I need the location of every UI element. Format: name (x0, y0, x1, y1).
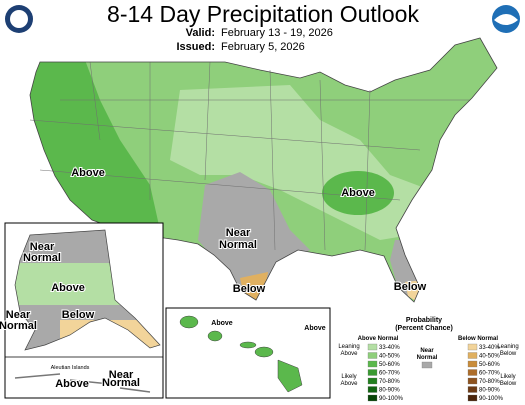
legend-column-title: Above Normal (358, 336, 399, 342)
legend: Probability(Percent Chance) Above Normal 3… (338, 317, 518, 402)
map-label: Near Normal (102, 369, 140, 389)
legend-range: 40-50% (479, 354, 500, 360)
legend-leaning: Leaning Above (338, 344, 359, 357)
title: 8-14 Day Precipitation Outlook (107, 1, 419, 27)
legend-swatch (467, 352, 478, 359)
legend-range: 50-60% (379, 362, 400, 368)
map-label: Near Normal (0, 309, 37, 332)
legend-range: 33-40% (379, 345, 400, 351)
valid-label: Valid: (186, 27, 215, 39)
hawaii-label: Above (304, 325, 326, 332)
map-label: Below (62, 309, 95, 321)
legend-swatch (467, 343, 478, 351)
legend-range: 90-100% (379, 396, 404, 402)
issued-label: Issued: (176, 41, 215, 53)
legend-swatch (467, 369, 478, 376)
legend-subtitle: (Percent Chance) (395, 325, 453, 332)
map-label: Above (51, 282, 85, 294)
legend-range: 60-70% (379, 371, 400, 377)
legend-range: 60-70% (479, 371, 500, 377)
labels: Above Above Near Normal Below Below Near Normal… (0, 166, 428, 391)
map-label: Above (341, 187, 375, 199)
legend-swatch (367, 352, 378, 359)
legend-range: 90-100% (479, 396, 504, 402)
aleutian-islands (14, 373, 151, 393)
legend-swatch (367, 386, 378, 393)
hawaii-islands (179, 315, 303, 393)
map-label: Below (394, 281, 427, 293)
state-borders (29, 61, 470, 251)
legend-range: 70-80% (479, 379, 500, 385)
zone-east (322, 171, 394, 215)
valid-dates: February 13 - 19, 2026 (221, 27, 333, 39)
map-label: Near Normal (23, 241, 61, 264)
legend-range: 40-50% (379, 354, 400, 360)
legend-column-title: Below Normal (458, 336, 498, 342)
legend-swatch (367, 360, 378, 368)
map-label: Above (71, 167, 105, 179)
legend-likely: Likely Above (340, 374, 358, 387)
legend-range: 50-60% (479, 362, 500, 368)
legend-range: 70-80% (379, 379, 400, 385)
legend-swatch (367, 369, 378, 376)
legend-swatch (367, 343, 378, 351)
legend-range: 80-90% (379, 388, 400, 394)
legend-near-title: Near Normal (417, 348, 438, 361)
legend-swatch (467, 377, 478, 385)
legend-swatch (367, 377, 378, 385)
legend-swatch (467, 394, 478, 402)
zone-west (30, 60, 160, 240)
legend-swatch (467, 386, 478, 393)
issued-date: February 5, 2026 (221, 41, 305, 53)
noaa-logo-inner (494, 14, 518, 25)
legend-leaning: Leaning Below (497, 344, 518, 357)
map-label: Near Normal (219, 227, 257, 251)
map-label: Below (233, 283, 266, 295)
aleutian-title: Aleutian Islands (51, 365, 90, 371)
legend-title: Probability (406, 317, 442, 324)
legend-likely: Likely Below (500, 374, 517, 387)
legend-range: 80-90% (479, 388, 500, 394)
alaska-outline (14, 229, 161, 351)
legend-swatch (467, 360, 478, 368)
hawaii-label: Above (211, 320, 233, 327)
legend-range: 33-40% (479, 345, 500, 351)
legend-near-swatch (421, 361, 433, 369)
doc-logo-inner (10, 10, 28, 28)
legend-swatch (367, 394, 378, 402)
map-label: Above (55, 378, 89, 390)
conus-outline (29, 37, 498, 303)
